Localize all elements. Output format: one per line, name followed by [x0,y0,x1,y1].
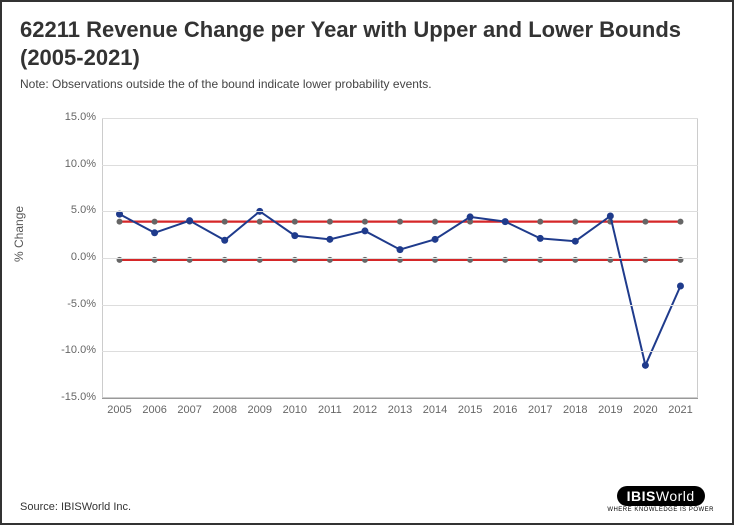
marker-upper_bound [152,219,158,225]
x-tick-label: 2012 [353,404,377,416]
marker-revenue_change [186,217,193,224]
logo-text-sub: World [656,488,695,504]
gridline [102,351,698,352]
x-tick-label: 2019 [598,404,622,416]
marker-upper_bound [257,219,263,225]
marker-revenue_change [502,218,509,225]
x-tick-label: 2017 [528,404,552,416]
marker-upper_bound [117,219,123,225]
gridline [102,165,698,166]
marker-revenue_change [467,213,474,220]
chart-title: 62211 Revenue Change per Year with Upper… [20,16,714,71]
marker-revenue_change [572,238,579,245]
logo-tagline: WHERE KNOWLEDGE IS POWER [607,507,714,513]
plot-bottom-border [102,398,698,399]
x-tick-label: 2020 [633,404,657,416]
marker-revenue_change [291,232,298,239]
marker-revenue_change [677,283,684,290]
x-tick-label: 2021 [668,404,692,416]
x-tick-label: 2015 [458,404,482,416]
marker-upper_bound [677,219,683,225]
x-tick-label: 2011 [318,404,342,416]
x-tick-label: 2013 [388,404,412,416]
marker-revenue_change [397,246,404,253]
marker-upper_bound [327,219,333,225]
marker-revenue_change [432,236,439,243]
footer: Source: IBISWorld Inc. IBISWorld WHERE K… [20,486,714,513]
y-axis-label: % Change [12,206,26,262]
marker-upper_bound [572,219,578,225]
source-text: Source: IBISWorld Inc. [20,501,131,513]
marker-revenue_change [326,236,333,243]
y-tick-label: -5.0% [46,298,96,310]
y-tick-label: 15.0% [46,111,96,123]
chart-note: Note: Observations outside the of the bo… [20,77,714,91]
y-tick-label: -10.0% [46,344,96,356]
logo-badge: IBISWorld [617,486,705,506]
x-tick-label: 2009 [248,404,272,416]
marker-upper_bound [397,219,403,225]
chart-svg [44,112,704,442]
gridline [102,258,698,259]
marker-revenue_change [361,227,368,234]
series-revenue_change [120,211,681,365]
marker-upper_bound [537,219,543,225]
x-tick-label: 2014 [423,404,447,416]
marker-upper_bound [362,219,368,225]
y-tick-label: 5.0% [46,204,96,216]
marker-revenue_change [642,362,649,369]
marker-upper_bound [222,219,228,225]
x-tick-label: 2007 [177,404,201,416]
y-tick-label: -15.0% [46,391,96,403]
marker-revenue_change [151,229,158,236]
y-tick-label: 0.0% [46,251,96,263]
x-tick-label: 2008 [212,404,236,416]
x-tick-label: 2018 [563,404,587,416]
marker-revenue_change [221,237,228,244]
marker-upper_bound [642,219,648,225]
marker-revenue_change [537,235,544,242]
x-tick-label: 2005 [107,404,131,416]
x-tick-label: 2006 [142,404,166,416]
gridline [102,118,698,119]
gridline [102,305,698,306]
logo-text-main: IBIS [627,488,656,504]
y-tick-label: 10.0% [46,158,96,170]
marker-upper_bound [432,219,438,225]
gridline [102,211,698,212]
chart-frame: 62211 Revenue Change per Year with Upper… [0,0,734,525]
marker-upper_bound [292,219,298,225]
x-tick-label: 2016 [493,404,517,416]
chart-area: -15.0% -10.0% -5.0% 0.0% 5.0% 10.0% 15.0% 2005 2… [44,112,704,442]
ibisworld-logo: IBISWorld WHERE KNOWLEDGE IS POWER [607,486,714,513]
x-tick-label: 2010 [283,404,307,416]
marker-revenue_change [607,213,614,220]
